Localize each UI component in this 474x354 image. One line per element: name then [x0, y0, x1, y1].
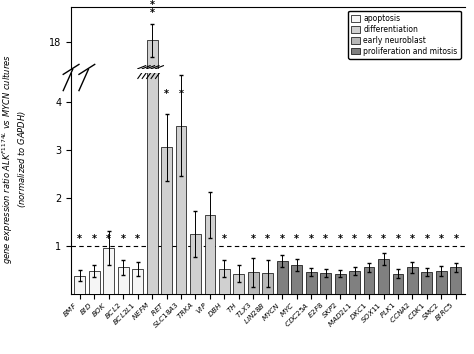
- Bar: [234, 274, 244, 294]
- Text: *: *: [366, 234, 372, 244]
- Bar: [263, 273, 273, 294]
- Bar: [421, 272, 432, 294]
- Bar: [450, 267, 461, 294]
- Bar: [263, 285, 273, 291]
- Bar: [175, 126, 186, 294]
- Text: *: *: [381, 234, 386, 244]
- Bar: [349, 271, 360, 294]
- Bar: [320, 273, 331, 294]
- Bar: [364, 267, 374, 294]
- Bar: [421, 285, 432, 291]
- Bar: [349, 284, 360, 291]
- Bar: [175, 242, 186, 291]
- Text: *: *: [395, 234, 401, 244]
- Bar: [306, 285, 317, 291]
- Bar: [190, 274, 201, 291]
- Text: *: *: [150, 0, 155, 10]
- Bar: [89, 284, 100, 291]
- Bar: [103, 278, 114, 291]
- Bar: [118, 267, 128, 294]
- Bar: [436, 271, 447, 294]
- Bar: [450, 283, 461, 291]
- Text: *: *: [309, 234, 314, 244]
- Bar: [118, 283, 128, 291]
- Bar: [204, 215, 215, 294]
- Bar: [234, 285, 244, 291]
- Text: *: *: [352, 234, 357, 244]
- Text: *: *: [337, 234, 343, 244]
- Bar: [248, 272, 259, 294]
- Bar: [335, 274, 346, 294]
- Text: *: *: [294, 234, 299, 244]
- Bar: [132, 269, 143, 294]
- Bar: [161, 147, 172, 294]
- Bar: [219, 269, 230, 294]
- Bar: [378, 259, 389, 294]
- Bar: [190, 234, 201, 294]
- Text: *: *: [135, 234, 140, 244]
- Text: *: *: [265, 234, 270, 244]
- Bar: [306, 272, 317, 294]
- Bar: [277, 281, 288, 291]
- Text: *: *: [280, 234, 285, 244]
- Bar: [392, 274, 403, 294]
- Bar: [277, 261, 288, 294]
- Bar: [74, 286, 85, 291]
- Text: *: *: [164, 89, 169, 99]
- Text: *: *: [424, 234, 429, 244]
- Text: *: *: [439, 234, 444, 244]
- Text: *: *: [106, 234, 111, 244]
- Text: *: *: [251, 234, 256, 244]
- Text: *: *: [121, 234, 126, 244]
- Bar: [103, 248, 114, 294]
- Bar: [161, 249, 172, 291]
- Bar: [335, 285, 346, 291]
- Bar: [407, 267, 418, 294]
- Bar: [436, 284, 447, 291]
- Bar: [392, 285, 403, 291]
- Text: *: *: [222, 234, 227, 244]
- Text: *: *: [150, 8, 155, 18]
- Bar: [219, 284, 230, 291]
- Text: *: *: [77, 234, 82, 244]
- Bar: [292, 282, 302, 291]
- Legend: apoptosis, differentiation, early neuroblast, proliferation and mitosis: apoptosis, differentiation, early neurob…: [348, 11, 461, 59]
- Bar: [204, 268, 215, 291]
- Text: *: *: [323, 234, 328, 244]
- Bar: [74, 275, 85, 294]
- Bar: [364, 283, 374, 291]
- Text: $gene\ expression\ ratio\ ALK^{F1174L}\ vs\ MYCN\ cultures$
(normalized to $GAPD: $gene\ expression\ ratio\ ALK^{F1174L}\ …: [0, 55, 28, 264]
- Text: *: *: [410, 234, 415, 244]
- Bar: [378, 281, 389, 291]
- Bar: [146, 40, 157, 291]
- Text: *: *: [179, 89, 183, 99]
- Text: *: *: [453, 234, 458, 244]
- Bar: [146, 0, 157, 294]
- Bar: [248, 285, 259, 291]
- Bar: [320, 285, 331, 291]
- Text: *: *: [92, 234, 97, 244]
- Bar: [407, 283, 418, 291]
- Bar: [89, 271, 100, 294]
- Bar: [132, 284, 143, 291]
- Bar: [292, 265, 302, 294]
